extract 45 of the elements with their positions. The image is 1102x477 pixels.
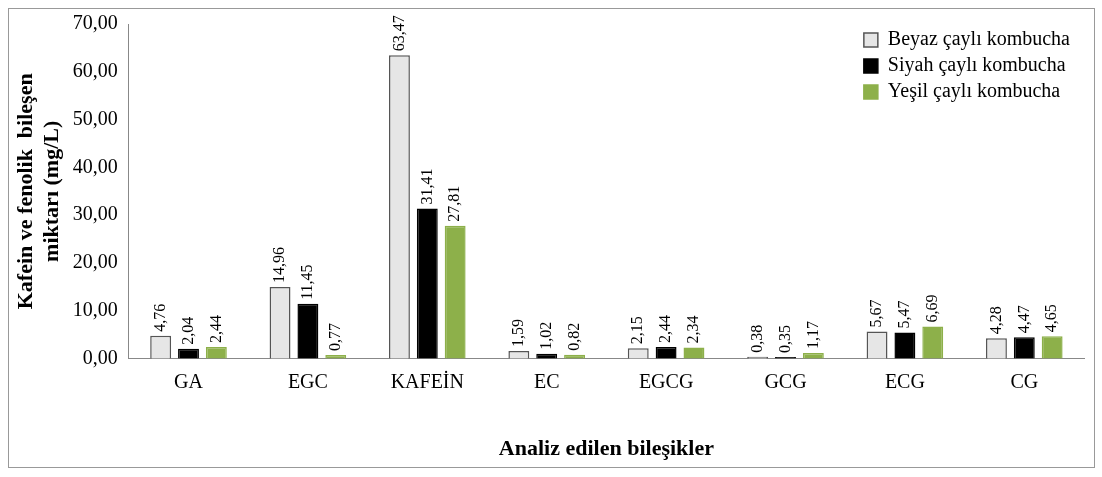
y-tick-label: 20,00 [72, 250, 118, 273]
data-label: 0,35 [775, 324, 793, 353]
data-label: 5,67 [867, 299, 885, 328]
data-label: 1,17 [803, 321, 821, 350]
x-tick-label: KAFEİN [390, 369, 464, 392]
x-tick-label: ECG [884, 369, 925, 392]
data-label: 11,45 [298, 264, 316, 300]
data-label: 63,47 [389, 15, 407, 52]
y-tick-label: 30,00 [72, 202, 118, 225]
y-tick-label: 0,00 [82, 345, 118, 368]
data-label: 2,44 [656, 314, 674, 343]
data-label: 0,38 [747, 324, 765, 353]
x-tick-label: EGC [287, 369, 328, 392]
y-tick-label: 10,00 [72, 298, 118, 321]
data-label: 4,65 [1042, 304, 1060, 333]
x-tick-label: EC [533, 369, 560, 392]
legend-label: Siyah çaylı kombucha [887, 53, 1066, 77]
data-label: 2,44 [206, 314, 224, 343]
data-label: 0,77 [325, 322, 343, 351]
data-label: 4,28 [986, 306, 1004, 335]
data-label: 4,47 [1014, 305, 1032, 334]
data-label: 0,82 [564, 322, 582, 351]
data-label: 1,59 [509, 319, 527, 347]
data-label: 4,76 [150, 303, 168, 332]
x-axis-title: Analiz edilen bileşikler [498, 435, 715, 461]
data-label: 5,47 [895, 300, 913, 329]
y-tick-label: 70,00 [72, 11, 118, 34]
x-tick-label: CG [1010, 369, 1039, 392]
y-axis-title: Kafein ve fenolik bileşen miktarı (mg/L) [11, 73, 64, 310]
y-tick-label: 50,00 [72, 106, 118, 129]
data-label: 2,15 [628, 316, 646, 345]
data-label: 27,81 [445, 185, 463, 222]
data-label: 14,96 [270, 247, 288, 284]
y-tick-label: 60,00 [72, 59, 118, 82]
x-tick-label: GCG [764, 369, 807, 392]
y-tick-label: 40,00 [72, 154, 118, 177]
legend-label: Beyaz çaylı kombucha [887, 27, 1071, 51]
legend-label: Yeşil çaylı kombucha [887, 79, 1061, 103]
data-label: 31,41 [417, 168, 435, 205]
x-tick-label: EGCG [638, 369, 694, 392]
data-label: 6,69 [922, 294, 940, 323]
data-label: 1,02 [536, 321, 554, 350]
x-tick-label: GA [174, 369, 204, 392]
data-label: 2,34 [684, 315, 702, 344]
data-label: 2,04 [178, 316, 196, 345]
